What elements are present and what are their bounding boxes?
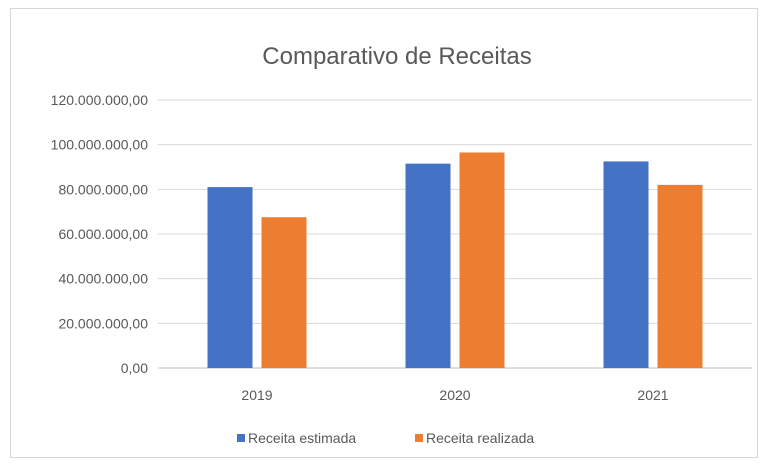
gridlines xyxy=(158,99,752,369)
bar-receita-estimada-2019 xyxy=(207,187,253,368)
y-tick-label: 100.000.000,00 xyxy=(51,137,149,153)
bar-receita-estimada-2020 xyxy=(405,163,451,368)
x-tick-label: 2019 xyxy=(241,387,272,403)
legend-label: Receita estimada xyxy=(248,430,356,446)
legend: Receita estimada Receita realizada xyxy=(237,430,534,446)
bar-receita-realizada-2021 xyxy=(657,184,703,368)
y-tick-label: 40.000.000,00 xyxy=(58,271,148,287)
bar-receita-estimada-2021 xyxy=(603,161,649,368)
y-tick-label: 20.000.000,00 xyxy=(58,315,148,331)
bar-receita-realizada-2020 xyxy=(459,152,505,368)
x-axis-tick-labels: 2019 2020 2021 xyxy=(241,387,668,403)
x-tick-label: 2021 xyxy=(637,387,668,403)
legend-swatch xyxy=(415,434,423,442)
bar-receita-realizada-2019 xyxy=(261,217,307,368)
bars xyxy=(207,152,703,368)
y-tick-label: 80.000.000,00 xyxy=(58,181,148,197)
chart-title: Comparativo de Receitas xyxy=(262,43,531,70)
x-tick-label: 2020 xyxy=(439,387,470,403)
y-tick-label: 120.000.000,00 xyxy=(51,92,149,108)
y-tick-label: 60.000.000,00 xyxy=(58,226,148,242)
legend-label: Receita realizada xyxy=(426,430,534,446)
y-axis-tick-labels: 0,00 20.000.000,00 40.000.000,00 60.000.000… xyxy=(51,92,149,376)
y-tick-label: 0,00 xyxy=(121,360,148,376)
legend-swatch xyxy=(237,434,245,442)
